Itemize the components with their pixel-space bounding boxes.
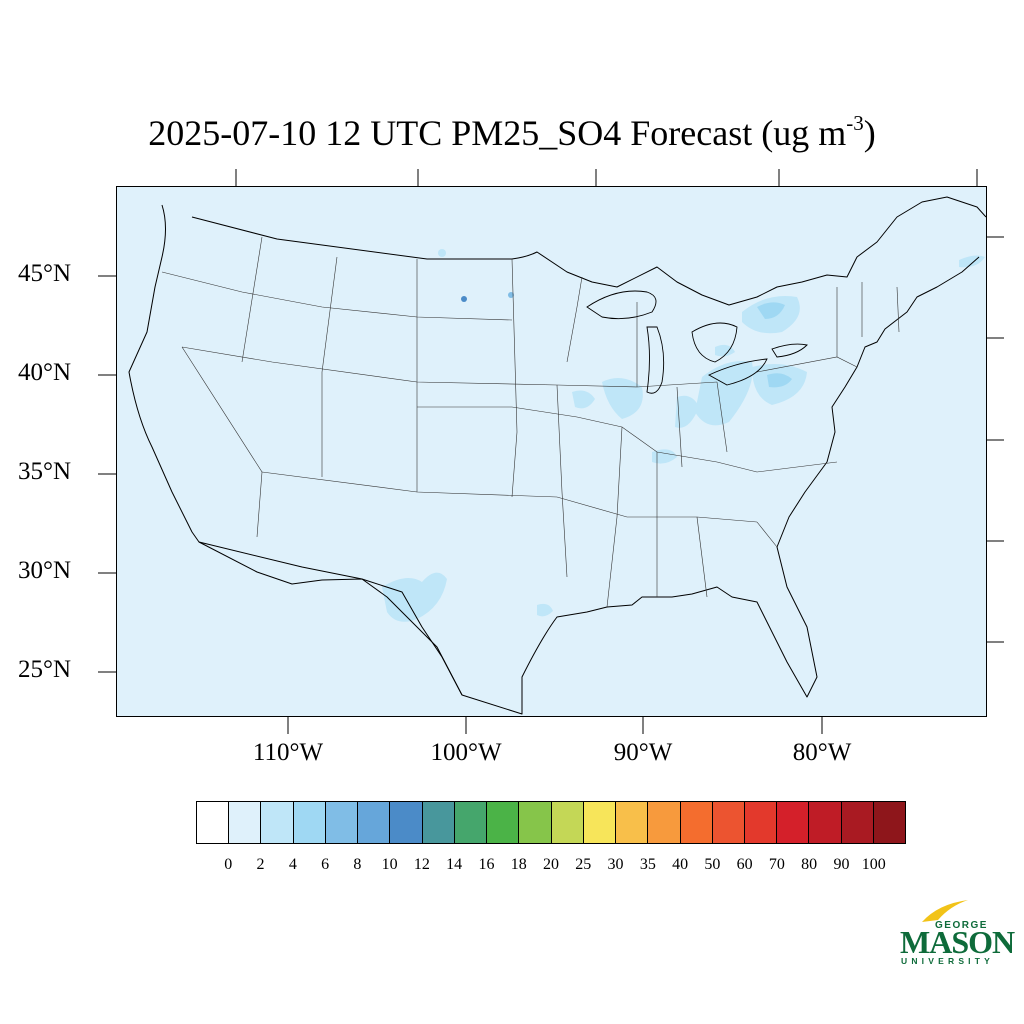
- colorbar-label: 20: [543, 856, 559, 873]
- colorbar-label: 35: [639, 856, 656, 873]
- colorbar-swatch: [293, 802, 326, 843]
- patch-pennsylvania-core: [767, 373, 792, 388]
- patch-iowa: [572, 390, 595, 409]
- logo-swoosh-icon: [922, 900, 968, 922]
- colorbar-swatch: [229, 802, 262, 843]
- patch-illinois: [602, 378, 643, 419]
- border-canada: [191, 196, 986, 306]
- lon-label-90w: 90°W: [613, 739, 673, 766]
- border-mexico: [198, 541, 463, 696]
- colorbar-label: 16: [478, 856, 495, 873]
- lon-label-110w: 110°W: [252, 739, 324, 766]
- patch-dakota-hotspot: [461, 296, 467, 302]
- gmu-logo: GEORGE MASON UNIVERSITY: [900, 898, 1015, 970]
- map-title: 2025-07-10 12 UTC PM25_SO4 Forecast (ug …: [0, 111, 1024, 154]
- colorbar-label: 10: [381, 856, 398, 873]
- colorbar-label: 100: [861, 856, 886, 873]
- colorbar-label: 12: [413, 856, 430, 873]
- colorbar-swatch: [390, 802, 423, 843]
- logo-university: UNIVERSITY: [901, 956, 995, 966]
- colorbar-swatch: [487, 802, 520, 843]
- patch-maine: [959, 255, 985, 268]
- colorbar-swatch: [809, 802, 842, 843]
- forecast-map: [98, 169, 1004, 734]
- lat-label-25n: 25°N: [18, 656, 72, 683]
- patch-ontario: [715, 344, 735, 357]
- colorbar-swatch: [519, 802, 552, 843]
- colorbar-label: 6: [321, 856, 330, 873]
- lat-label-45n: 45°N: [18, 260, 72, 287]
- colorbar-swatch: [261, 802, 294, 843]
- colorbar-label: 14: [446, 856, 463, 873]
- colorbar-label: 4: [288, 856, 297, 873]
- great-lakes: [586, 290, 808, 394]
- colorbar-label: 50: [704, 856, 721, 873]
- colorbar-swatch: [777, 802, 810, 843]
- logo-mason: MASON: [900, 924, 1015, 960]
- colorbar-swatch: [841, 802, 874, 843]
- colorbar-swatch: [616, 802, 649, 843]
- patch-montana-spot: [438, 249, 446, 257]
- coastline-us: [128, 204, 980, 715]
- colorbar-legend: [196, 801, 906, 844]
- colorbar-swatch: [680, 802, 713, 843]
- colorbar-swatch: [325, 802, 359, 843]
- patch-ohio: [695, 361, 753, 426]
- patch-kentucky: [652, 449, 677, 464]
- patch-louisiana: [537, 603, 553, 617]
- concentration-patches: [382, 249, 985, 622]
- axis-ticks: [117, 187, 986, 716]
- patch-great-lakes-core: [757, 302, 785, 319]
- colorbar-swatch: [358, 802, 391, 843]
- colorbar-label: 8: [353, 856, 362, 873]
- colorbar-swatch: [744, 802, 778, 843]
- colorbar-swatch: [873, 802, 906, 843]
- colorbar-label: 70: [768, 856, 785, 873]
- map-outlines: [128, 196, 986, 715]
- colorbar-label: 18: [510, 856, 527, 873]
- map-canvas: [117, 187, 986, 716]
- colorbar-label: 30: [607, 856, 624, 873]
- patch-indiana: [675, 395, 699, 428]
- patch-dakota-hotspot-2: [508, 292, 514, 298]
- colorbar-swatch: [648, 802, 681, 843]
- title-superscript: -3: [846, 111, 864, 135]
- colorbar-swatch: [551, 802, 584, 843]
- colorbar-swatch: [583, 802, 617, 843]
- colorbar-label: 80: [801, 856, 818, 873]
- logo-george: GEORGE: [935, 920, 988, 931]
- colorbar-label: 25: [575, 856, 592, 873]
- colorbar-swatch: [712, 802, 745, 843]
- colorbar-swatch: [197, 802, 230, 843]
- lat-label-40n: 40°N: [18, 359, 72, 386]
- colorbar-label: 60: [736, 856, 753, 873]
- patch-texas: [382, 572, 447, 622]
- lat-label-35n: 35°N: [18, 458, 72, 485]
- colorbar-swatch: [422, 802, 455, 843]
- colorbar-label: 0: [224, 856, 233, 873]
- lat-label-30n: 30°N: [18, 557, 72, 584]
- colorbar-label: 40: [672, 856, 689, 873]
- colorbar-swatch: [454, 802, 488, 843]
- title-text: 2025-07-10 12 UTC PM25_SO4 Forecast (ug …: [148, 113, 847, 153]
- lon-label-100w: 100°W: [430, 739, 502, 766]
- colorbar-label: 90: [833, 856, 850, 873]
- colorbar-label: 2: [256, 856, 265, 873]
- title-close: ): [863, 113, 876, 153]
- lon-label-80w: 80°W: [792, 739, 852, 766]
- state-borders: [161, 236, 900, 608]
